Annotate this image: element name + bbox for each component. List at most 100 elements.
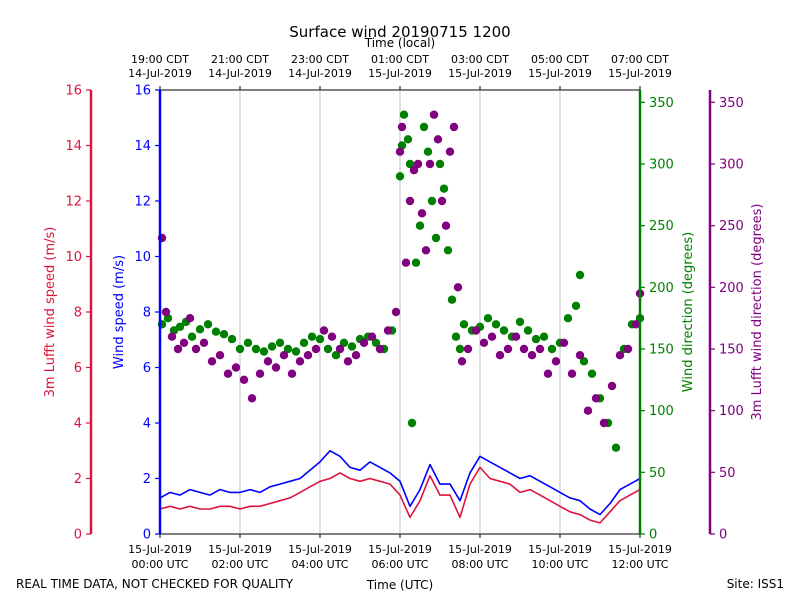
data-point-direction <box>439 184 449 193</box>
y-tick-label: 100 <box>649 404 674 419</box>
series-layer <box>157 110 645 524</box>
data-point-direction <box>539 332 549 341</box>
top-tick-label-time: 05:00 CDT <box>531 53 589 66</box>
data-point-lufft_direction <box>397 122 407 132</box>
data-point-direction <box>395 172 405 181</box>
x-tick-label-date: 15-Jul-2019 <box>608 543 672 556</box>
data-point-lufft_direction <box>471 326 481 335</box>
data-point-lufft_direction <box>167 332 177 341</box>
data-point-lufft_direction <box>543 369 553 378</box>
data-point-lufft_direction <box>271 363 281 372</box>
data-point-direction <box>419 122 429 132</box>
data-point-lufft_direction <box>311 344 321 354</box>
y-axis-wind-speed: 0 2 4 6 8 10 12 14 16 Wind speed (m/s) <box>112 84 162 543</box>
x-tick-label-date: 15-Jul-2019 <box>368 543 432 556</box>
y-tick-label: 14 <box>65 139 82 154</box>
y-tick-label: 200 <box>649 281 674 296</box>
data-point-direction <box>447 295 457 304</box>
x-tick-label-time: 08:00 UTC <box>451 558 508 571</box>
data-point-lufft_direction <box>479 338 489 347</box>
data-point-lufft_direction <box>359 338 369 347</box>
data-point-direction <box>283 344 293 354</box>
data-point-direction <box>427 196 437 206</box>
data-point-lufft_direction <box>417 209 427 218</box>
data-point-direction <box>251 344 261 354</box>
data-point-direction <box>407 418 417 428</box>
data-point-lufft_direction <box>433 135 443 144</box>
footer-quality-note: REAL TIME DATA, NOT CHECKED FOR QUALITY <box>16 577 294 591</box>
data-point-lufft_direction <box>199 338 209 347</box>
x-tick-label-date: 15-Jul-2019 <box>208 543 272 556</box>
data-point-lufft_direction <box>457 357 467 366</box>
data-point-lufft_direction <box>421 246 431 255</box>
series-lufft_speed <box>159 466 641 524</box>
y-tick-label: 8 <box>74 306 82 321</box>
data-point-direction <box>403 135 413 144</box>
data-point-direction <box>307 332 317 341</box>
chart-title: Surface wind 20190715 1200 <box>289 23 510 41</box>
y-tick-label: 0 <box>143 528 151 543</box>
y-tick-label: 200 <box>719 281 744 296</box>
data-point-lufft_direction <box>453 283 463 292</box>
data-point-lufft_direction <box>503 344 513 354</box>
data-point-direction <box>291 347 301 356</box>
data-point-direction <box>259 347 269 356</box>
x-tick-label-date: 15-Jul-2019 <box>288 543 352 556</box>
y-tick-label: 300 <box>649 158 674 173</box>
data-point-lufft_direction <box>239 375 249 384</box>
data-point-lufft_direction <box>191 344 201 354</box>
top-tick-label-date: 15-Jul-2019 <box>528 67 592 80</box>
y-tick-label: 250 <box>649 219 674 234</box>
data-point-direction <box>175 322 185 331</box>
data-point-lufft_direction <box>623 344 633 354</box>
data-point-lufft_direction <box>335 344 345 354</box>
y-axis-wind-direction: 0 50 100 150 200 250 300 350 Wind direction (deg… <box>638 90 696 543</box>
y-tick-label: 14 <box>134 139 151 154</box>
top-tick-label-date: 15-Jul-2019 <box>368 67 432 80</box>
data-point-direction <box>235 344 245 354</box>
y-tick-label: 50 <box>649 466 666 481</box>
data-point-lufft_direction <box>413 159 423 169</box>
data-point-direction <box>267 342 277 351</box>
y-axis-title: 3m Lufft wind direction (degrees) <box>750 204 765 421</box>
y-tick-label: 16 <box>65 84 82 99</box>
data-point-lufft_direction <box>173 344 183 354</box>
y-tick-label: 2 <box>74 472 82 487</box>
data-point-lufft_direction <box>559 338 569 347</box>
y-tick-label: 350 <box>649 96 674 111</box>
data-point-direction <box>315 334 325 344</box>
y-axis-title: Wind speed (m/s) <box>112 255 127 369</box>
data-point-direction <box>299 338 309 347</box>
y-tick-label: 16 <box>134 84 151 99</box>
data-point-direction <box>515 317 525 327</box>
data-point-direction <box>211 327 221 336</box>
x-tick-label-time: 00:00 UTC <box>131 558 188 571</box>
data-point-direction <box>323 344 333 354</box>
data-point-direction <box>455 344 465 354</box>
y-tick-label: 0 <box>74 528 82 543</box>
data-point-lufft_direction <box>511 332 521 341</box>
data-point-lufft_direction <box>567 369 577 378</box>
data-point-lufft_direction <box>599 418 609 428</box>
series-line-speed <box>159 449 641 516</box>
data-point-direction <box>531 334 541 344</box>
data-point-lufft_direction <box>445 147 455 156</box>
series-line-lufft_speed <box>159 466 641 524</box>
y-tick-label: 6 <box>143 361 151 376</box>
top-tick-label-date: 14-Jul-2019 <box>288 67 352 80</box>
y-tick-label: 12 <box>65 195 82 210</box>
data-point-lufft_direction <box>375 344 385 354</box>
series-speed <box>159 449 641 516</box>
x-tick-label-date: 15-Jul-2019 <box>128 543 192 556</box>
y-tick-label: 150 <box>649 343 674 358</box>
data-point-lufft_direction <box>575 351 585 360</box>
x-tick-label-time: 06:00 UTC <box>371 558 428 571</box>
data-point-lufft_direction <box>185 314 195 323</box>
y-axis-title: 3m Lufft wind speed (m/s) <box>43 227 58 398</box>
data-point-direction <box>443 246 453 255</box>
data-point-lufft_direction <box>463 344 473 354</box>
data-point-lufft_direction <box>223 369 233 378</box>
data-point-direction <box>571 301 581 310</box>
y-tick-label: 4 <box>143 417 151 432</box>
